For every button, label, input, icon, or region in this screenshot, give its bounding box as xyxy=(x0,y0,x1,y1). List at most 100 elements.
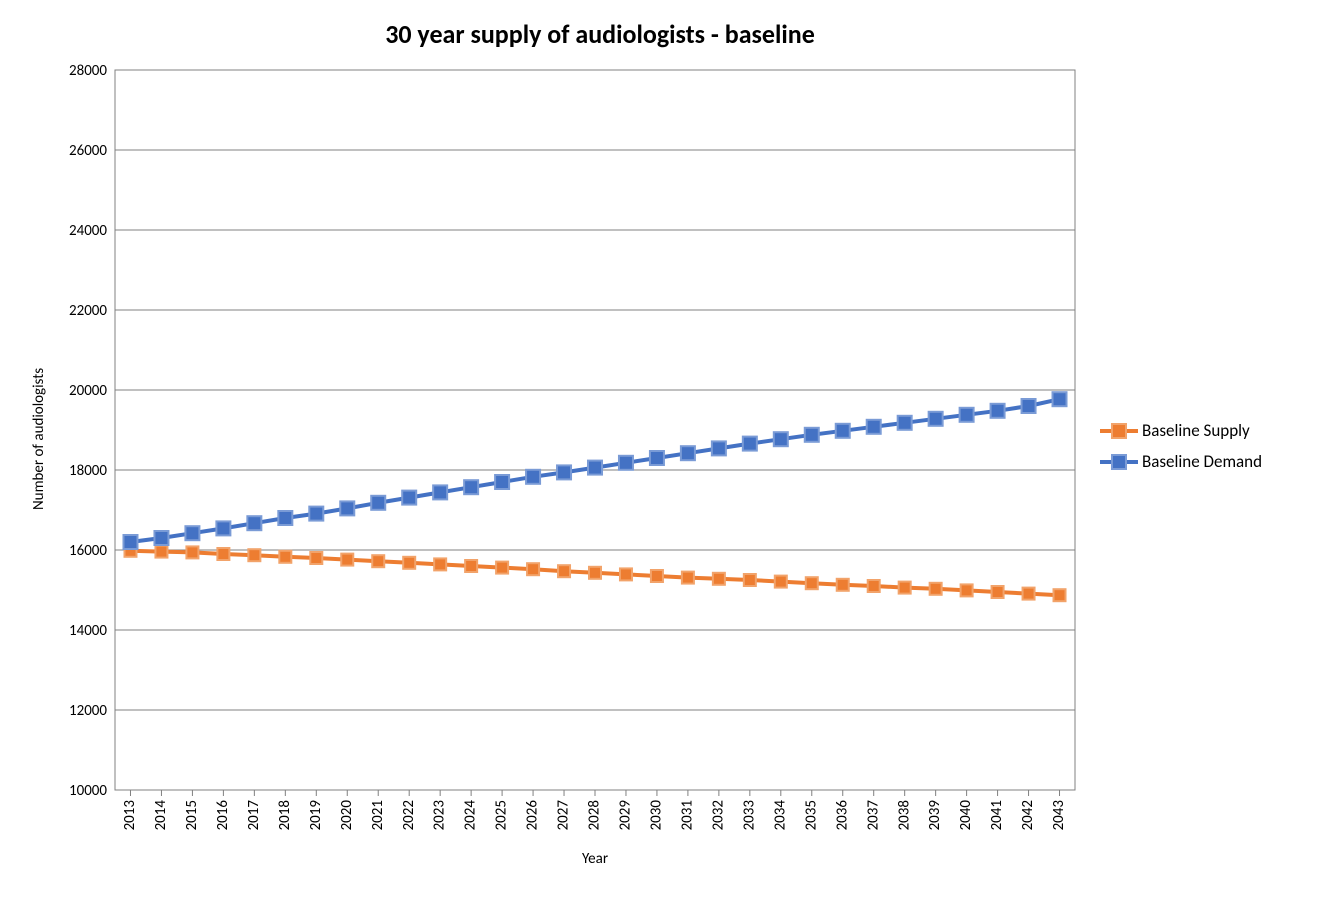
series-marker xyxy=(340,501,354,515)
series-marker xyxy=(247,516,261,530)
series-marker xyxy=(279,551,291,563)
series-marker xyxy=(154,531,168,545)
series-marker xyxy=(216,521,230,535)
x-tick-label: 2042 xyxy=(1019,800,1037,830)
x-tick-label: 2034 xyxy=(771,800,789,831)
series-marker xyxy=(371,496,385,510)
series-marker xyxy=(836,424,850,438)
series-marker xyxy=(961,584,973,596)
legend-label: Baseline Demand xyxy=(1142,451,1262,472)
series-marker xyxy=(557,465,571,479)
series-marker xyxy=(929,412,943,426)
series-marker xyxy=(403,557,415,569)
x-tick-label: 2023 xyxy=(431,800,449,831)
x-tick-label: 2014 xyxy=(152,800,170,831)
y-tick-label: 10000 xyxy=(69,782,107,800)
legend: Baseline Supply Baseline Demand xyxy=(1100,420,1262,482)
y-tick-label: 22000 xyxy=(69,302,107,320)
series-marker xyxy=(496,562,508,574)
legend-swatch xyxy=(1100,424,1138,438)
x-tick-label: 2026 xyxy=(524,800,542,831)
x-tick-label: 2043 xyxy=(1050,800,1068,831)
series-marker xyxy=(898,416,912,430)
series-marker xyxy=(372,555,384,567)
series-marker xyxy=(991,404,1005,418)
y-tick-label: 18000 xyxy=(69,462,107,480)
y-tick-label: 26000 xyxy=(69,142,107,160)
series-marker xyxy=(186,546,198,558)
x-tick-label: 2032 xyxy=(709,800,727,830)
series-marker xyxy=(185,526,199,540)
series-marker xyxy=(278,511,292,525)
series-marker xyxy=(620,568,632,580)
y-tick-label: 28000 xyxy=(69,62,107,80)
x-tick-label: 2022 xyxy=(400,800,418,830)
series-marker xyxy=(402,491,416,505)
series-marker xyxy=(1053,392,1067,406)
legend-label: Baseline Supply xyxy=(1142,420,1250,441)
x-tick-label: 2025 xyxy=(493,800,511,830)
series-marker xyxy=(960,408,974,422)
x-tick-label: 2033 xyxy=(740,800,758,831)
series-marker xyxy=(805,428,819,442)
y-tick-label: 16000 xyxy=(69,542,107,560)
series-marker xyxy=(867,420,881,434)
series-marker xyxy=(774,432,788,446)
legend-item: Baseline Demand xyxy=(1100,451,1262,472)
series-marker xyxy=(619,456,633,470)
y-tick-label: 14000 xyxy=(69,622,107,640)
x-tick-label: 2017 xyxy=(245,800,263,831)
chart-container: 30 year supply of audiologists - baselin… xyxy=(0,0,1343,914)
series-marker xyxy=(837,579,849,591)
series-marker xyxy=(682,572,694,584)
y-tick-label: 24000 xyxy=(69,222,107,240)
series-marker xyxy=(1023,588,1035,600)
series-marker xyxy=(495,475,509,489)
x-tick-label: 2024 xyxy=(462,800,480,831)
series-marker xyxy=(310,552,322,564)
series-marker xyxy=(155,546,167,558)
series-marker xyxy=(589,567,601,579)
series-marker xyxy=(868,580,880,592)
series-marker xyxy=(123,535,137,549)
x-tick-label: 2040 xyxy=(957,800,975,831)
x-tick-label: 2027 xyxy=(555,800,573,831)
series-marker xyxy=(650,451,664,465)
series-marker xyxy=(309,507,323,521)
x-tick-label: 2013 xyxy=(121,800,139,831)
series-marker xyxy=(712,441,726,455)
series-marker xyxy=(651,570,663,582)
series-marker xyxy=(930,583,942,595)
x-tick-label: 2028 xyxy=(586,800,604,830)
series-marker xyxy=(588,461,602,475)
y-tick-label: 12000 xyxy=(69,702,107,720)
x-tick-label: 2020 xyxy=(338,800,356,831)
x-tick-label: 2018 xyxy=(276,800,294,830)
series-marker xyxy=(1054,589,1066,601)
series-marker xyxy=(681,446,695,460)
series-marker xyxy=(899,582,911,594)
series-marker xyxy=(341,554,353,566)
x-tick-label: 2039 xyxy=(926,800,944,831)
series-marker xyxy=(248,549,260,561)
x-tick-label: 2019 xyxy=(307,800,325,831)
series-marker xyxy=(465,560,477,572)
x-tick-label: 2035 xyxy=(802,800,820,830)
x-tick-label: 2015 xyxy=(183,800,201,830)
series-marker xyxy=(1022,399,1036,413)
series-marker xyxy=(743,437,757,451)
legend-swatch xyxy=(1100,455,1138,469)
x-tick-label: 2030 xyxy=(648,800,666,831)
legend-item: Baseline Supply xyxy=(1100,420,1262,441)
series-marker xyxy=(713,573,725,585)
x-tick-label: 2021 xyxy=(369,800,387,830)
series-marker xyxy=(464,480,478,494)
x-tick-label: 2036 xyxy=(833,800,851,831)
series-marker xyxy=(558,565,570,577)
x-tick-label: 2029 xyxy=(617,800,635,831)
series-marker xyxy=(434,558,446,570)
x-tick-label: 2037 xyxy=(864,800,882,831)
x-tick-label: 2038 xyxy=(895,800,913,830)
chart-plot: 1000012000140001600018000200002200024000… xyxy=(0,0,1095,860)
series-marker xyxy=(775,576,787,588)
